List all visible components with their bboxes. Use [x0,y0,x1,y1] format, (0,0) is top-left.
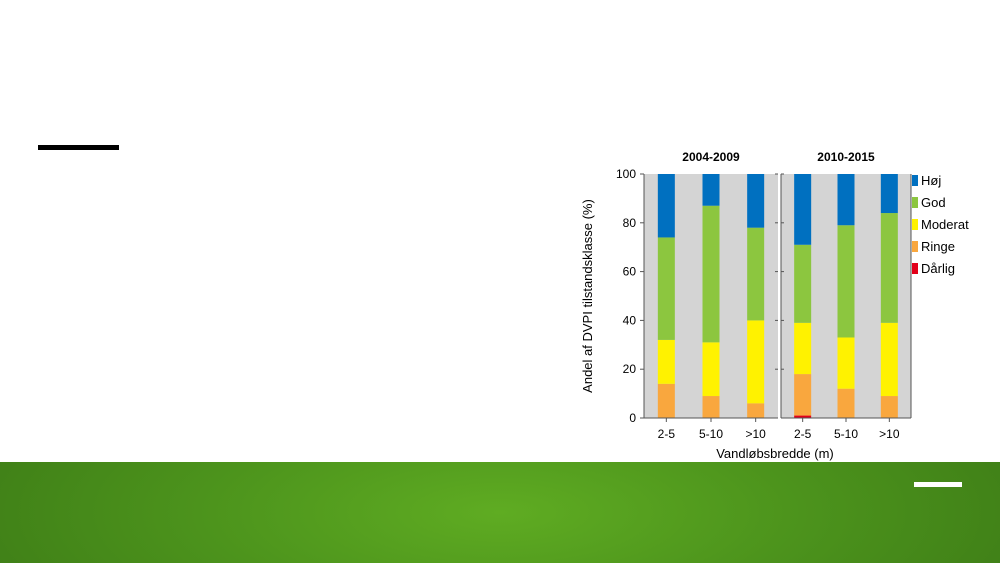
bar-segment-høj [837,174,855,226]
bar-segment-god [794,244,812,323]
legend-label: Moderat [921,217,969,232]
bar-segment-god [880,213,898,323]
bar-segment-god [747,227,765,321]
panel-title: 2004-2009 [682,150,740,164]
y-tick-label: 100 [616,167,636,181]
legend-swatch-god [912,197,918,208]
y-tick-label: 80 [623,216,637,230]
legend-swatch-ringe [912,241,918,252]
bar-segment-moderat [837,337,855,389]
bar-segment-moderat [702,342,720,397]
bar-segment-moderat [657,339,675,384]
bar-segment-ringe [657,383,675,418]
x-tick-label: 2-5 [658,427,676,441]
y-tick-label: 60 [623,265,637,279]
bar-segment-høj [657,174,675,238]
y-axis-title: Andel af DVPI tilstandsklasse (%) [580,199,595,393]
bar-segment-høj [794,174,812,245]
bar-segment-god [657,237,675,340]
x-tick-label: 5-10 [699,427,723,441]
bar-segment-høj [747,174,765,228]
bar-segment-moderat [747,320,765,404]
y-tick-label: 20 [623,362,637,376]
legend-swatch-dårlig [912,263,918,274]
bar-segment-ringe [702,396,720,418]
footer-band [0,462,1000,563]
legend-label: God [921,195,946,210]
bar-segment-høj [702,174,720,206]
x-axis-title: Vandløbsbredde (m) [716,446,834,461]
legend-label: Høj [921,173,941,188]
footer-accent-line [914,482,962,487]
bar-segment-moderat [794,322,812,375]
bar-segment-god [702,205,720,343]
bar-segment-ringe [880,396,898,418]
bar-segment-ringe [794,374,812,416]
x-tick-label: 2-5 [794,427,812,441]
bar-segment-ringe [747,403,765,418]
x-tick-label: 5-10 [834,427,858,441]
y-tick-label: 40 [623,313,637,327]
legend-swatch-høj [912,175,918,186]
title-underline [38,145,119,150]
y-tick-label: 0 [629,411,636,425]
legend-label: Dårlig [921,261,955,276]
panel-title: 2010-2015 [817,150,875,164]
legend-label: Ringe [921,239,955,254]
bar-segment-høj [880,174,898,214]
bar-segment-moderat [880,322,898,397]
x-tick-label: >10 [879,427,900,441]
bar-segment-god [837,225,855,338]
bar-segment-ringe [837,388,855,418]
legend-swatch-moderat [912,219,918,230]
bar-segment-dårlig [794,415,812,418]
x-tick-label: >10 [745,427,766,441]
